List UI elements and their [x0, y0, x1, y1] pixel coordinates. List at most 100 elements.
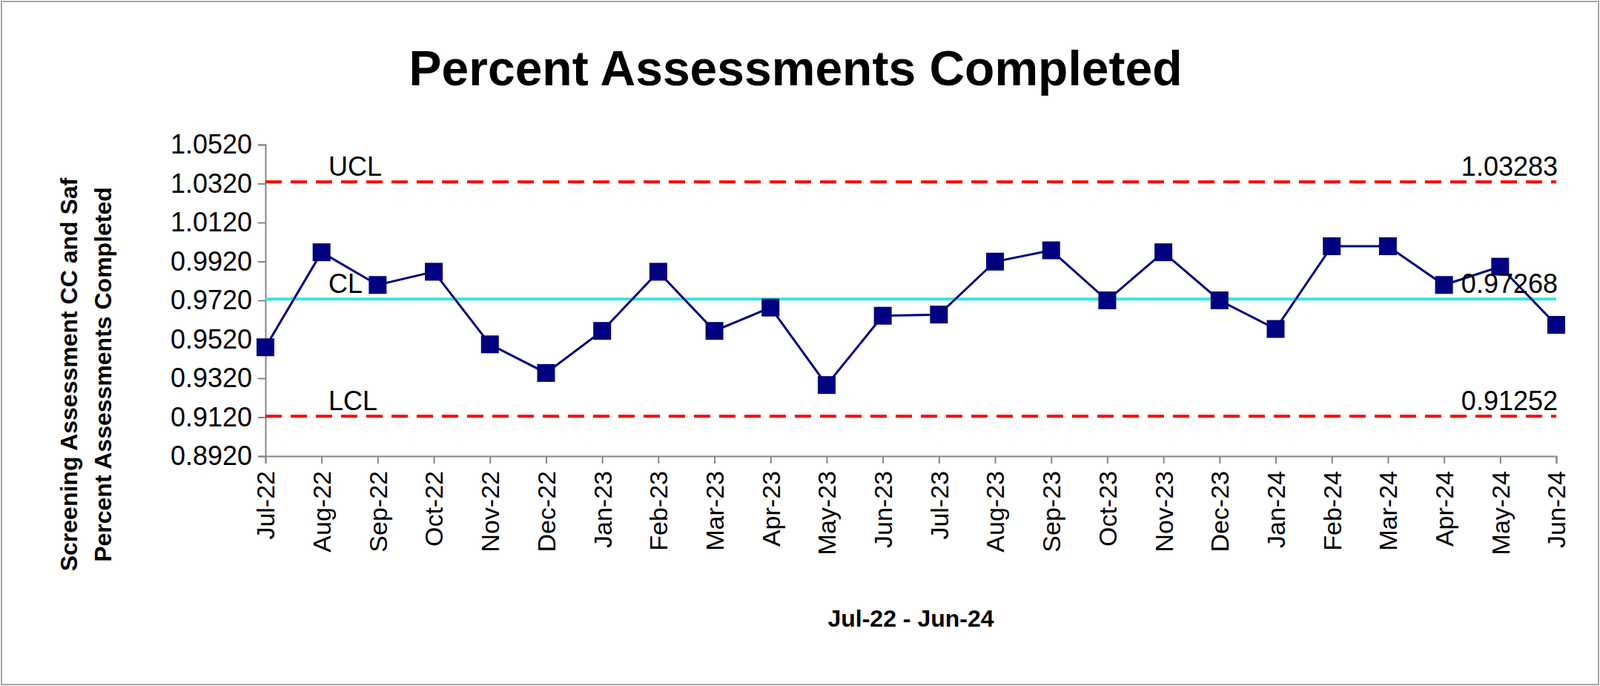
data-point: [1322, 237, 1341, 256]
x-tick-mark: [825, 455, 828, 464]
y-tick-mark: [258, 378, 266, 380]
x-tick: Oct-22: [419, 455, 448, 547]
x-tick: Jul-22: [251, 455, 280, 540]
x-tick: Aug-23: [980, 455, 1010, 553]
x-tick-label: Sep-23: [1037, 470, 1066, 553]
reference-line: [265, 180, 1557, 184]
y-tick: 1.0320: [170, 168, 266, 199]
data-point: [1379, 237, 1397, 256]
x-tick-mark: [545, 455, 548, 464]
data-point: [536, 364, 555, 382]
x-tick: Oct-23: [1093, 455, 1122, 547]
x-tick: Jan-24: [1261, 455, 1291, 548]
x-tick-mark: [770, 455, 772, 464]
reference-line: [265, 297, 1557, 301]
data-point: [761, 298, 780, 317]
x-tick: Jan-23: [588, 455, 617, 548]
x-tick-label: Jul-23: [925, 470, 954, 540]
x-tick-mark: [657, 455, 660, 464]
x-tick-label: Aug-23: [980, 470, 1010, 553]
data-point: [1042, 241, 1061, 260]
reference-label: CL: [328, 268, 363, 299]
x-tick-label: Nov-23: [1149, 470, 1179, 553]
reference-value: 0.97268: [1461, 268, 1558, 299]
data-point: [368, 275, 387, 294]
x-tick-label: Oct-22: [419, 470, 448, 547]
x-tick-mark: [1050, 455, 1053, 464]
x-tick: Aug-22: [307, 455, 336, 553]
x-tick: Sep-23: [1037, 455, 1066, 553]
x-tick-mark: [1499, 455, 1502, 464]
x-tick: Nov-23: [1149, 455, 1179, 553]
data-point: [705, 321, 724, 340]
x-tick-label: Jul-22: [251, 470, 280, 540]
reference-line: [265, 414, 1557, 418]
x-axis-line: [266, 456, 1557, 465]
x-tick-mark: [1163, 455, 1165, 464]
y-tick-label: 0.9520: [170, 324, 253, 355]
data-point: [1435, 275, 1454, 294]
x-tick: Jun-23: [868, 455, 898, 548]
reference-label: LCL: [328, 385, 378, 416]
x-tick-mark: [602, 455, 604, 464]
x-tick: Apr-24: [1430, 455, 1459, 547]
y-tick: 1.0520: [170, 129, 266, 160]
x-tick-mark: [994, 455, 997, 464]
x-tick-mark: [1387, 455, 1389, 464]
reference-value: 0.91252: [1461, 385, 1558, 416]
y-axis-title: Screening Assessment CC and Saf: [55, 177, 83, 571]
x-tick-mark: [713, 455, 716, 464]
reference-label: UCL: [328, 151, 382, 182]
y-tick-label: 0.9320: [170, 362, 253, 393]
y-tick-mark: [258, 455, 266, 458]
chart-frame: [1, 1, 1599, 685]
x-tick-mark: [1218, 455, 1221, 464]
marks: [256, 181, 1566, 416]
x-tick-label: Jun-23: [868, 470, 898, 548]
x-tick-mark: [938, 455, 941, 464]
x-axis: Jul-22 Aug-22 Sep-22 Oct-22 Nov-22 Dec-22 Jan-…: [251, 455, 1571, 555]
x-tick-label: Jan-24: [1261, 470, 1291, 548]
x-tick-label: Aug-22: [307, 470, 336, 553]
x-tick-label: May-23: [812, 470, 841, 555]
plot: 0.89200.91200.93200.95200.97200.99201.01…: [170, 129, 1572, 555]
data-point: [312, 243, 331, 261]
y-tick-label: 1.0120: [170, 206, 253, 238]
data-point: [1098, 291, 1116, 310]
x-tick: Sep-22: [364, 455, 393, 553]
y-tick-label: 0.9920: [170, 246, 253, 277]
x-tick-mark: [1106, 455, 1109, 464]
x-tick-label: Mar-24: [1373, 470, 1403, 551]
x-tick: Nov-22: [475, 455, 505, 553]
x-tick-mark: [433, 455, 436, 464]
y-axis: 0.89200.91200.93200.95200.97200.99201.01…: [170, 129, 267, 471]
data-point: [256, 338, 275, 356]
x-tick-label: Jun-24: [1542, 470, 1571, 548]
x-tick-label: Dec-22: [532, 470, 561, 553]
x-tick: Mar-24: [1373, 455, 1403, 551]
x-axis-title: Jul-22 - Jun-24: [827, 605, 994, 632]
y-tick-mark: [258, 260, 266, 263]
data-point: [1267, 320, 1285, 339]
x-tick: Dec-23: [1205, 455, 1234, 553]
data-line: [265, 246, 1557, 385]
y-tick-mark: [258, 144, 266, 147]
x-tick-label: Dec-23: [1205, 470, 1234, 553]
y-tick: 0.9320: [170, 362, 266, 393]
x-tick: Jul-23: [925, 455, 954, 540]
y-tick-label: 0.9720: [170, 284, 253, 316]
y-tick-label: 0.9120: [170, 401, 253, 433]
data-point: [817, 375, 836, 394]
x-tick-label: May-24: [1486, 470, 1515, 555]
x-tick: Feb-23: [644, 455, 673, 551]
data-point: [1547, 315, 1566, 334]
data-point: [929, 305, 948, 324]
data-point: [1210, 291, 1229, 310]
y-tick-label: 1.0520: [170, 129, 253, 160]
y-tick: 0.9120: [170, 401, 266, 433]
data-point: [1154, 243, 1173, 261]
y-tick-mark: [258, 222, 266, 224]
x-tick: Jun-24: [1542, 455, 1571, 548]
x-tick-label: Apr-23: [756, 470, 786, 547]
x-tick-mark: [1275, 455, 1277, 464]
